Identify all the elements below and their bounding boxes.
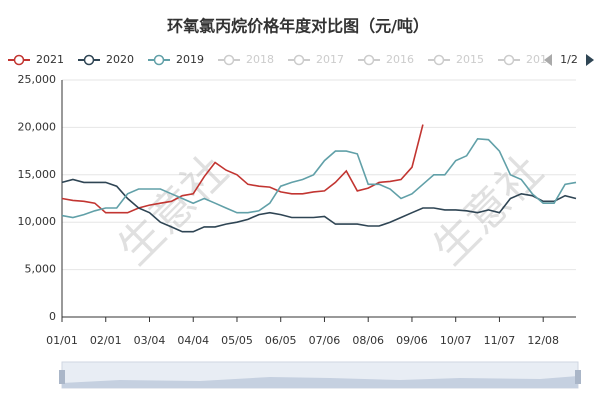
zoom-handle[interactable] bbox=[575, 370, 581, 384]
y-tick-label: 5,000 bbox=[25, 263, 57, 276]
legend-icon bbox=[83, 54, 95, 66]
legend-label[interactable]: 2020 bbox=[106, 53, 134, 66]
x-tick-label: 06/05 bbox=[265, 334, 297, 347]
legend-prev[interactable] bbox=[544, 54, 552, 66]
legend-label[interactable]: 2021 bbox=[36, 53, 64, 66]
x-tick-label: 02/01 bbox=[90, 334, 122, 347]
x-tick-label: 07/06 bbox=[309, 334, 341, 347]
legend-icon bbox=[433, 54, 445, 66]
x-tick-label: 03/04 bbox=[134, 334, 166, 347]
series-line bbox=[61, 178, 577, 233]
x-tick-label: 08/06 bbox=[352, 334, 384, 347]
legend-label[interactable]: 201 bbox=[526, 53, 547, 66]
x-tick-label: 11/07 bbox=[484, 334, 516, 347]
legend-next[interactable] bbox=[586, 54, 594, 66]
legend-label[interactable]: 2015 bbox=[456, 53, 484, 66]
x-tick-label: 12/08 bbox=[527, 334, 559, 347]
y-tick-label: 10,000 bbox=[18, 215, 57, 228]
legend-label[interactable]: 2018 bbox=[246, 53, 274, 66]
legend-icon bbox=[153, 54, 165, 66]
legend-icon bbox=[503, 54, 515, 66]
x-tick-label: 10/07 bbox=[440, 334, 472, 347]
series-line bbox=[61, 137, 577, 219]
legend-label[interactable]: 2019 bbox=[176, 53, 204, 66]
legend-page: 1/2 bbox=[560, 53, 578, 66]
x-tick-label: 05/05 bbox=[221, 334, 253, 347]
y-tick-label: 15,000 bbox=[18, 168, 57, 181]
legend-icon bbox=[293, 54, 305, 66]
legend-icon bbox=[363, 54, 375, 66]
legend-icon bbox=[223, 54, 235, 66]
legend-label[interactable]: 2017 bbox=[316, 53, 344, 66]
y-tick-label: 20,000 bbox=[18, 120, 57, 133]
x-tick-label: 09/06 bbox=[396, 334, 428, 347]
legend-icon bbox=[13, 54, 25, 66]
zoom-handle[interactable] bbox=[59, 370, 65, 384]
series-line bbox=[61, 124, 424, 214]
chart-title: 环氧氯丙烷价格年度对比图（元/吨） bbox=[167, 17, 429, 36]
x-tick-label: 04/04 bbox=[177, 334, 209, 347]
x-tick-label: 01/01 bbox=[46, 334, 78, 347]
y-tick-label: 0 bbox=[49, 310, 56, 323]
legend-label[interactable]: 2016 bbox=[386, 53, 414, 66]
y-tick-label: 25,000 bbox=[18, 73, 57, 86]
zoom-preview bbox=[62, 376, 578, 388]
